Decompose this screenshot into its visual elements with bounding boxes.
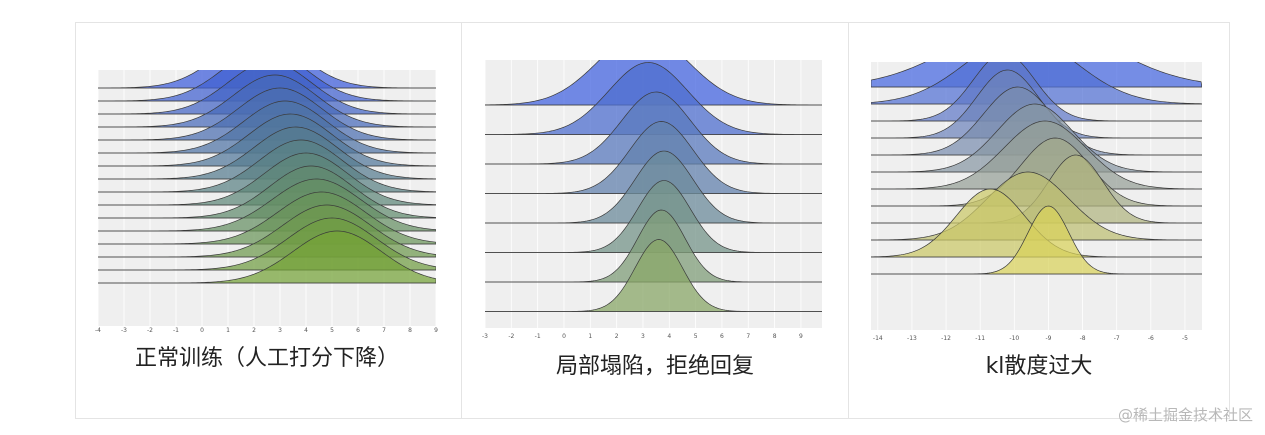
watermark-text: @稀土掘金技术社区 [1117,406,1253,424]
x-tick-label-4: -10 [1009,335,1020,342]
x-tick-label-8: 5 [693,333,698,340]
x-tick-label-13: 9 [434,327,438,334]
density-ridge-7 [98,126,436,180]
x-tick-label-2: -1 [534,333,541,340]
chart-title-3: kl散度过大 [985,354,1093,379]
x-tick-label-8: 4 [304,327,308,334]
x-tick-label-10: 7 [746,333,751,340]
x-tick-label-1: -13 [907,335,917,342]
chart-title-1: 正常训练（人工打分下降） [134,346,400,371]
density-ridge-7 [871,137,1202,207]
x-tick-label-3: -11 [975,335,986,342]
x-axis-ticks-1: -4 -3 -2 -1 0 1 2 3 4 5 6 7 8 9 [95,327,438,337]
x-tick-label-3: 0 [562,333,566,340]
density-ridge-11 [871,205,1202,275]
x-tick-label-11: 8 [772,333,777,340]
density-ridge-15 [98,230,436,284]
x-tick-label-5: -9 [1045,335,1052,342]
x-tick-label-11: 7 [382,327,386,334]
x-tick-label-12: 9 [799,333,803,340]
x-tick-label-4: 0 [200,327,204,334]
x-tick-label-9: 5 [330,327,334,334]
x-tick-label-9: -5 [1181,335,1188,342]
x-tick-label-5: 2 [614,333,619,340]
x-axis-ticks-2: -3 -2 -1 0 1 2 3 4 5 6 7 8 9 [482,333,822,343]
ridgeline-chart-kl-too-large [871,62,1202,330]
x-tick-label-9: 6 [720,333,724,340]
x-tick-label-0: -14 [872,335,883,342]
x-tick-label-5: 1 [226,327,230,334]
density-ridge-7 [485,239,822,312]
x-tick-label-1: -2 [508,333,515,340]
x-tick-label-7: 3 [278,327,282,334]
x-axis-ticks-3: -14 -13 -12 -11 -10 -9 -8 -7 -6 -5 [871,335,1202,345]
ridgeline-chart-normal-training [98,70,436,326]
density-ridge-9 [871,171,1202,241]
ridgeline-chart-local-collapse [485,60,822,328]
chart-title-2: 局部塌陷，拒绝回复 [555,354,755,379]
x-tick-label-6: 2 [252,327,256,334]
x-tick-label-4: 1 [588,333,593,340]
x-tick-label-6: -8 [1079,335,1086,342]
x-tick-label-2: -12 [941,335,951,342]
x-tick-label-10: 6 [356,327,360,334]
x-tick-label-12: 8 [408,327,412,334]
x-tick-label-2: -2 [147,327,153,334]
x-tick-label-7: -7 [1113,335,1120,342]
x-tick-label-6: 3 [641,333,645,340]
density-ridge-2 [871,62,1202,122]
x-tick-label-0: -3 [482,333,488,340]
x-tick-label-1: -3 [121,327,127,334]
x-tick-label-3: -1 [173,327,179,334]
x-tick-label-8: -6 [1147,335,1154,342]
x-tick-label-0: -4 [95,327,101,334]
x-tick-label-7: 4 [667,333,672,340]
